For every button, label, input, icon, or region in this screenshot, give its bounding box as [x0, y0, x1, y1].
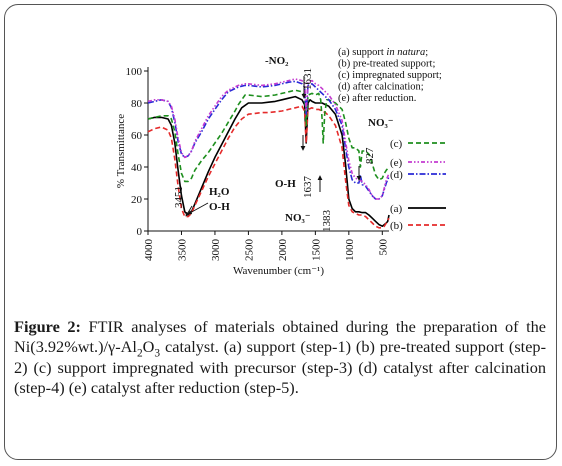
legend-entry: (c) impregnated support;	[338, 70, 442, 81]
chart-legend: (a) support in natura;(b) pre-treated su…	[338, 47, 442, 104]
annotation-no2: -NO₂	[265, 55, 289, 67]
series-end-label: (c)	[390, 138, 403, 150]
series-line	[147, 89, 390, 183]
annotation-1631: 1631	[302, 68, 314, 90]
caption-text: FTIR analyses of materials obtained duri…	[14, 317, 546, 398]
y-axis-label: % Transmittance	[115, 114, 127, 188]
series-end-label: (e)	[390, 157, 403, 169]
figure-label: Figure 2:	[14, 317, 81, 336]
series-end-labels: (c) (e)(d) (a) (b)	[390, 138, 446, 232]
x-tick-label: 4000	[143, 239, 155, 262]
legend-entry: (e) after reduction.	[338, 93, 416, 104]
y-tick-label: 40	[131, 162, 143, 174]
x-tick-label: 2500	[243, 239, 255, 262]
arrow-h2o	[187, 202, 209, 215]
y-tick-label: 60	[131, 130, 143, 142]
series-end-label: (d)	[390, 169, 403, 181]
annotation-827: 827	[364, 147, 376, 164]
chart-axes: 0 20 40 60 80 100 4000 3500 3000 2500 2000 1500 1000…	[115, 66, 389, 277]
annotation-1383: 1383	[321, 210, 333, 233]
y-tick-label: 0	[137, 226, 143, 238]
annotation-3451: 3451	[173, 186, 185, 208]
y-tick-label: 20	[131, 194, 143, 206]
legend-entry: (a) support in natura;	[338, 47, 428, 58]
legend-entry: (b) pre-treated support;	[338, 59, 435, 70]
series-end-label: (a)	[390, 203, 403, 215]
annotation-1637: 1637	[302, 176, 314, 199]
figure-caption: Figure 2: FTIR analyses of materials obt…	[14, 317, 546, 399]
x-axis-label: Wavenumber (cm⁻¹)	[233, 265, 324, 277]
x-tick-label: 2000	[277, 239, 289, 262]
x-tick-label: 3500	[176, 239, 188, 262]
annotation-oh-2: O-H	[275, 178, 296, 190]
x-tick-label: 500	[377, 239, 389, 256]
annotation-no3-bottom: NO₃⁻	[285, 212, 311, 224]
series-end-label: (b)	[390, 220, 403, 232]
y-tick-label: 100	[126, 66, 143, 78]
figure-frame	[4, 4, 557, 460]
legend-entry: (d) after calcination;	[338, 82, 424, 93]
y-tick-label: 80	[131, 98, 143, 110]
x-tick-label: 3000	[210, 239, 222, 262]
annotation-h2o: H₂O	[209, 186, 230, 198]
annotation-oh-1: O-H	[209, 201, 230, 213]
x-tick-label: 1500	[310, 239, 322, 262]
x-tick-label: 1000	[344, 239, 356, 262]
ftir-chart: 0 20 40 60 80 100 4000 3500 3000 2500 2000 1500 1000…	[115, 47, 446, 277]
annotations: -NO₂ 1631 NO₃⁻ 827 3451 H₂O O-H O-H 1637…	[173, 55, 394, 232]
series-line	[147, 78, 390, 200]
annotation-no3-top: NO₃⁻	[368, 117, 394, 129]
